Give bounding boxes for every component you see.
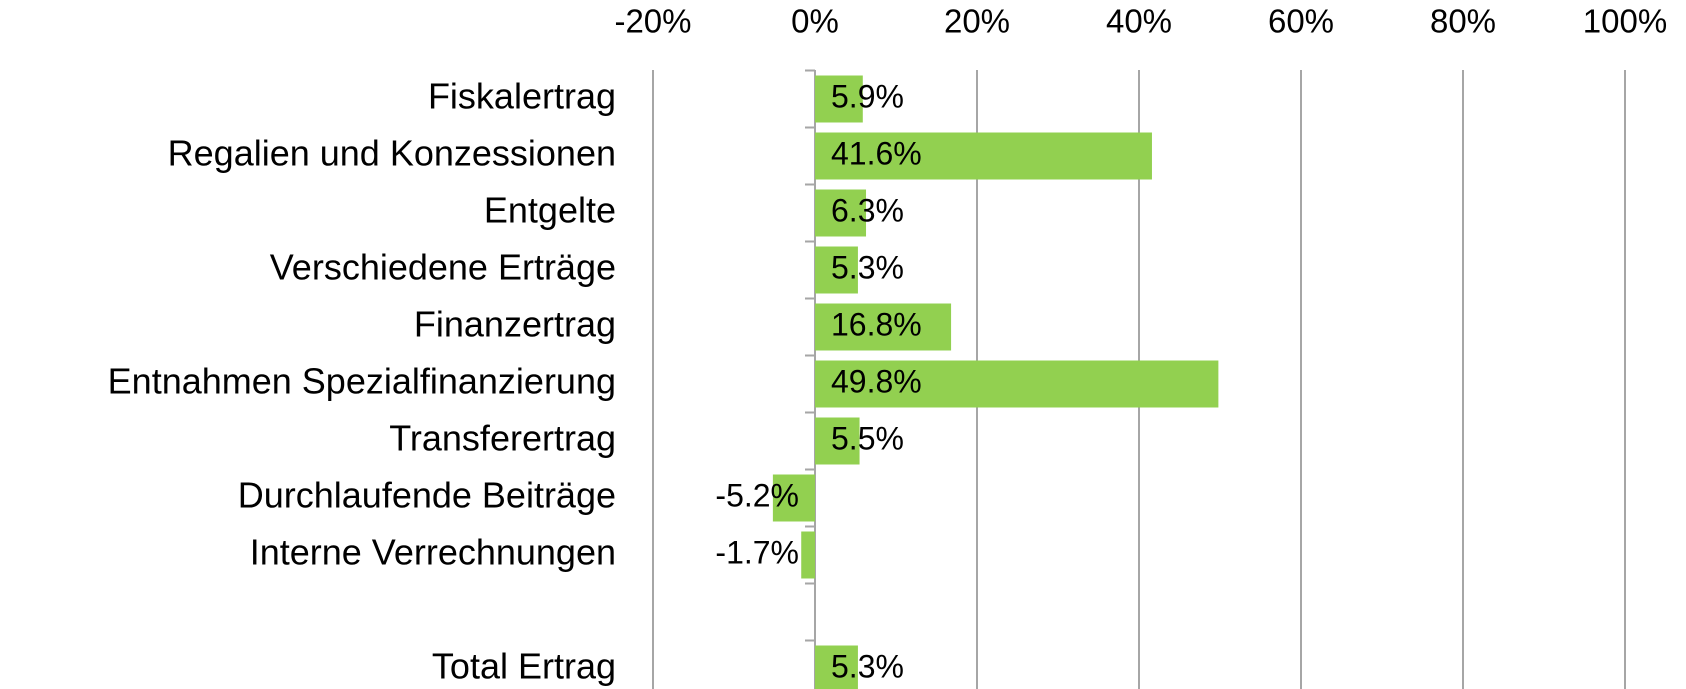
bar bbox=[815, 417, 860, 465]
data-label: 16.8% bbox=[831, 306, 922, 342]
x-tick-label: 20% bbox=[944, 3, 1010, 40]
data-label: 41.6% bbox=[831, 135, 922, 171]
category-label: Entnahmen Spezialfinanzierung bbox=[108, 361, 616, 402]
category-label: Verschiedene Erträge bbox=[270, 247, 616, 288]
category-label: Transferertrag bbox=[389, 418, 616, 459]
bar bbox=[815, 303, 952, 351]
x-tick-label: 80% bbox=[1430, 3, 1496, 40]
bar bbox=[801, 531, 815, 579]
category-label: Finanzertrag bbox=[414, 304, 616, 345]
data-label: -1.7% bbox=[715, 534, 799, 570]
data-label: 49.8% bbox=[831, 363, 922, 399]
bar bbox=[815, 360, 1219, 408]
category-label: Durchlaufende Beiträge bbox=[238, 475, 616, 516]
category-label: Regalien und Konzessionen bbox=[168, 133, 616, 174]
data-label: -5.2% bbox=[715, 477, 799, 513]
x-tick-label: 100% bbox=[1583, 3, 1667, 40]
category-label: Total Ertrag bbox=[432, 646, 616, 687]
data-label: 5.3% bbox=[831, 648, 904, 684]
x-tick-label: 40% bbox=[1106, 3, 1172, 40]
x-tick-label: 60% bbox=[1268, 3, 1334, 40]
bar bbox=[815, 132, 1152, 180]
data-label: 5.5% bbox=[831, 420, 904, 456]
data-label: 5.3% bbox=[831, 249, 904, 285]
bar bbox=[815, 75, 863, 123]
x-tick-label: -20% bbox=[614, 3, 691, 40]
data-label: 5.9% bbox=[831, 78, 904, 114]
category-label: Entgelte bbox=[484, 190, 616, 231]
category-label: Interne Verrechnungen bbox=[250, 532, 616, 573]
bar bbox=[815, 189, 867, 237]
bar bbox=[815, 246, 858, 294]
bar bbox=[815, 645, 858, 689]
data-label: 6.3% bbox=[831, 192, 904, 228]
bar bbox=[772, 474, 815, 522]
x-tick-label: 0% bbox=[791, 3, 839, 40]
category-label: Fiskalertrag bbox=[428, 76, 616, 117]
